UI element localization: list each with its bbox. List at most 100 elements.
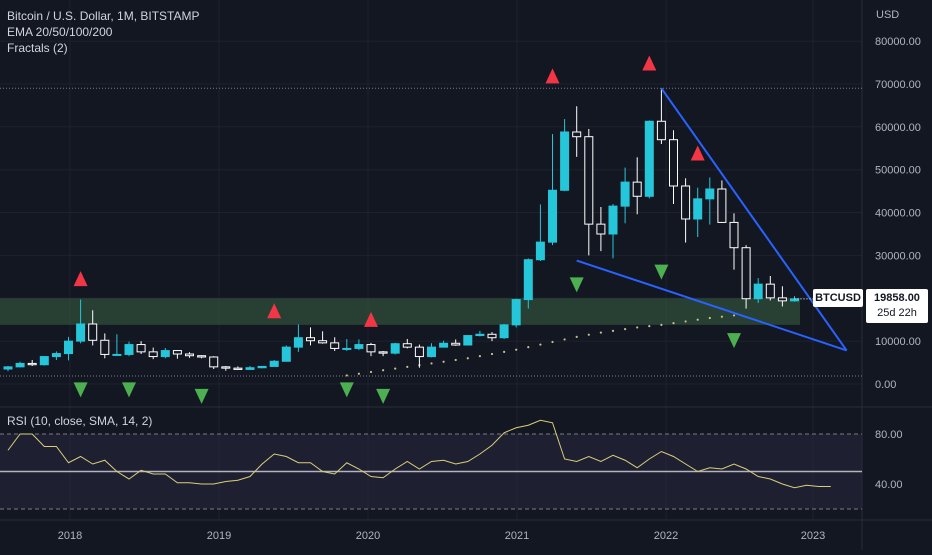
candle-body (209, 356, 219, 368)
fractal-up-marker (267, 303, 282, 319)
candle-body (3, 366, 13, 370)
candle-body (499, 324, 509, 339)
ema-dot (563, 338, 566, 341)
ema-dot (430, 362, 433, 365)
time-tick-label: 2018 (58, 530, 82, 542)
last-price: 19858.00 (874, 292, 920, 304)
candle-body (378, 351, 388, 354)
last-price-badge: 19858.00 25d 22h (866, 289, 928, 323)
ema-dot (575, 335, 578, 338)
ema-dot (672, 322, 675, 325)
ema-legend[interactable]: EMA 20/50/100/200 (7, 25, 113, 39)
fractals-legend[interactable]: Fractals (2) (7, 41, 68, 55)
candle-body (644, 120, 654, 197)
candle-body (753, 283, 763, 300)
candle-body (620, 181, 630, 207)
price-tick-label: 40000.00 (875, 208, 921, 220)
fractal-layer (73, 55, 741, 404)
price-tick-label: 10000.00 (875, 336, 921, 348)
ema-dot (382, 369, 385, 372)
candle-body (548, 189, 557, 243)
candle-body (487, 333, 497, 339)
candle-body (76, 323, 86, 342)
trend-line-lower (576, 259, 847, 352)
candle-body (596, 223, 606, 235)
candle-body (15, 362, 25, 368)
ema-dot (490, 352, 494, 356)
price-tick-label: 80000.00 (875, 36, 921, 48)
candle-body (705, 188, 715, 200)
ema-dot (394, 367, 397, 370)
currency-label: USD (876, 9, 900, 21)
fractal-up-marker (690, 145, 705, 161)
fractal-down-marker (339, 382, 354, 398)
candle-body (632, 181, 642, 197)
ema-dot (696, 318, 699, 321)
ema-dot (648, 325, 651, 328)
fractal-up-marker (73, 271, 88, 287)
candle-body (463, 335, 473, 346)
candle-body (160, 350, 170, 358)
ema-dot (708, 316, 711, 320)
ema-layer (345, 314, 736, 377)
candle-body (535, 241, 545, 261)
candle-body (608, 205, 618, 235)
rsi-legend[interactable]: RSI (10, close, SMA, 14, 2) (7, 414, 153, 428)
candle-body (366, 344, 376, 353)
candle-body (765, 283, 775, 299)
ema-dot (515, 348, 518, 351)
ema-dot (636, 326, 639, 329)
candle-body (27, 362, 37, 366)
ema-dot (406, 365, 409, 368)
candle-body (233, 367, 243, 370)
candle-body (172, 350, 182, 355)
rsi-tick-label: 80.00 (875, 429, 903, 441)
candle-body (148, 351, 158, 358)
ema-dot (454, 358, 457, 362)
fractal-down-marker (654, 264, 669, 280)
chart-legend: Bitcoin / U.S. Dollar, 1M, BITSTAMP EMA … (7, 8, 200, 56)
fractal-down-marker (727, 333, 741, 349)
ema-dot (345, 374, 348, 377)
fractal-down-marker (194, 388, 209, 404)
candle-body (342, 347, 352, 350)
candle-body (51, 353, 61, 358)
time-tick-label: 2020 (356, 530, 380, 542)
candle-body (523, 259, 533, 301)
candle-body (330, 342, 340, 349)
candle-body (185, 353, 194, 357)
candle-body (390, 343, 400, 354)
ema-dot (611, 329, 615, 332)
price-tick-label: 50000.00 (875, 165, 921, 177)
fractal-up-marker (642, 55, 657, 71)
price-tick-label: 30000.00 (875, 250, 921, 262)
zone-layer (0, 87, 862, 377)
candle-body (100, 339, 110, 355)
candle-body (39, 356, 49, 366)
ema-dot (599, 331, 603, 334)
ema-dot (539, 343, 542, 346)
ema-dot (478, 355, 481, 358)
price-tick-label: 60000.00 (875, 122, 921, 134)
candle-body (669, 139, 678, 187)
candle-body (221, 366, 231, 369)
candle-body (293, 337, 303, 348)
candle-body (717, 188, 727, 223)
candle-body (511, 299, 521, 326)
fractal-up-marker (364, 311, 378, 327)
candle-body (354, 344, 364, 349)
candle-body (729, 221, 739, 249)
candle-body (318, 340, 328, 344)
ema-dot (527, 346, 530, 349)
candle-body (197, 355, 207, 358)
ema-dot (720, 315, 724, 318)
ema-dot (369, 370, 373, 374)
fractal-down-marker (569, 277, 584, 293)
candle-body (257, 365, 267, 369)
candle-body (656, 120, 666, 141)
symbol-title[interactable]: Bitcoin / U.S. Dollar, 1M, BITSTAMP (7, 9, 200, 23)
bar-countdown: 25d 22h (877, 307, 917, 319)
